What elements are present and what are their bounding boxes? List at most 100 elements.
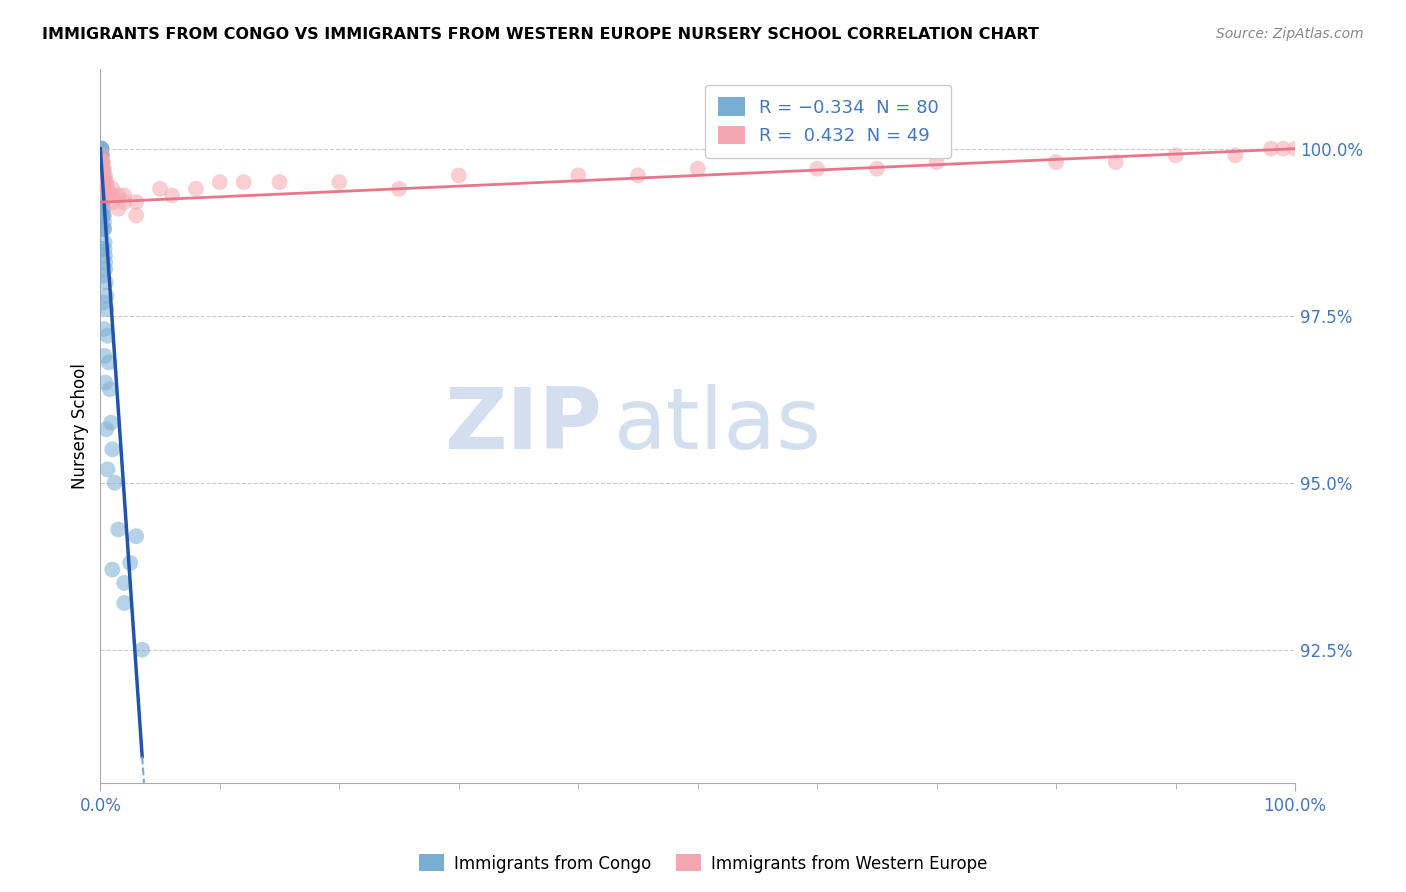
Legend: R = −0.334  N = 80, R =  0.432  N = 49: R = −0.334 N = 80, R = 0.432 N = 49 — [704, 85, 952, 158]
Point — [101, 195, 124, 210]
Point — [232, 175, 254, 189]
Point — [149, 182, 172, 196]
Point — [91, 188, 114, 202]
Point — [112, 576, 135, 591]
Point — [98, 188, 121, 202]
Point — [90, 188, 112, 202]
Point — [96, 188, 118, 202]
Point — [96, 288, 118, 302]
Point — [184, 182, 207, 196]
Point — [96, 462, 118, 476]
Point — [90, 155, 112, 169]
Point — [1105, 155, 1128, 169]
Point — [93, 349, 115, 363]
Point — [107, 188, 129, 202]
Point — [97, 355, 120, 369]
Point — [120, 556, 142, 570]
Point — [93, 209, 115, 223]
Point — [94, 262, 117, 277]
Point — [91, 209, 114, 223]
Point — [91, 161, 114, 176]
Point — [90, 175, 112, 189]
Point — [112, 188, 135, 202]
Point — [96, 182, 118, 196]
Point — [96, 328, 118, 343]
Point — [90, 155, 112, 169]
Point — [91, 155, 114, 169]
Point — [388, 182, 411, 196]
Point — [91, 188, 114, 202]
Point — [91, 169, 114, 183]
Point — [90, 148, 112, 162]
Point — [90, 142, 112, 156]
Point — [91, 169, 114, 183]
Point — [90, 195, 112, 210]
Point — [90, 202, 112, 216]
Y-axis label: Nursery School: Nursery School — [72, 363, 89, 489]
Point — [208, 175, 231, 189]
Text: ZIP: ZIP — [444, 384, 602, 467]
Point — [125, 209, 148, 223]
Point — [94, 376, 117, 390]
Point — [91, 202, 114, 216]
Point — [91, 175, 114, 189]
Point — [160, 188, 183, 202]
Point — [90, 161, 112, 176]
Point — [90, 169, 112, 183]
Point — [112, 195, 135, 210]
Point — [91, 268, 114, 283]
Point — [866, 161, 889, 176]
Point — [686, 161, 709, 176]
Point — [567, 169, 589, 183]
Point — [94, 249, 117, 263]
Point — [91, 169, 114, 183]
Point — [94, 175, 117, 189]
Point — [91, 182, 114, 196]
Point — [90, 161, 112, 176]
Point — [93, 215, 115, 229]
Point — [90, 169, 112, 183]
Point — [91, 182, 114, 196]
Point — [96, 175, 118, 189]
Point — [125, 195, 148, 210]
Point — [90, 155, 112, 169]
Point — [90, 161, 112, 176]
Point — [98, 382, 121, 396]
Point — [328, 175, 350, 189]
Point — [90, 148, 112, 162]
Point — [91, 188, 114, 202]
Point — [90, 142, 112, 156]
Point — [91, 148, 114, 162]
Point — [96, 422, 118, 436]
Point — [93, 222, 115, 236]
Point — [1260, 142, 1282, 156]
Point — [91, 195, 114, 210]
Point — [94, 169, 117, 183]
Point — [447, 169, 470, 183]
Point — [627, 169, 650, 183]
Point — [91, 182, 114, 196]
Point — [91, 175, 114, 189]
Text: IMMIGRANTS FROM CONGO VS IMMIGRANTS FROM WESTERN EUROPE NURSERY SCHOOL CORRELATI: IMMIGRANTS FROM CONGO VS IMMIGRANTS FROM… — [42, 27, 1039, 42]
Point — [93, 322, 115, 336]
Point — [101, 182, 124, 196]
Point — [94, 275, 117, 289]
Point — [91, 175, 114, 189]
Point — [1284, 142, 1306, 156]
Point — [91, 182, 114, 196]
Point — [93, 161, 115, 176]
Point — [91, 155, 114, 169]
Point — [1045, 155, 1067, 169]
Point — [90, 161, 112, 176]
Point — [96, 301, 118, 316]
Point — [90, 142, 112, 156]
Point — [1164, 148, 1187, 162]
Point — [90, 222, 112, 236]
Point — [1225, 148, 1247, 162]
Point — [94, 255, 117, 269]
Point — [91, 195, 114, 210]
Point — [90, 209, 112, 223]
Point — [91, 175, 114, 189]
Point — [101, 188, 124, 202]
Point — [107, 202, 129, 216]
